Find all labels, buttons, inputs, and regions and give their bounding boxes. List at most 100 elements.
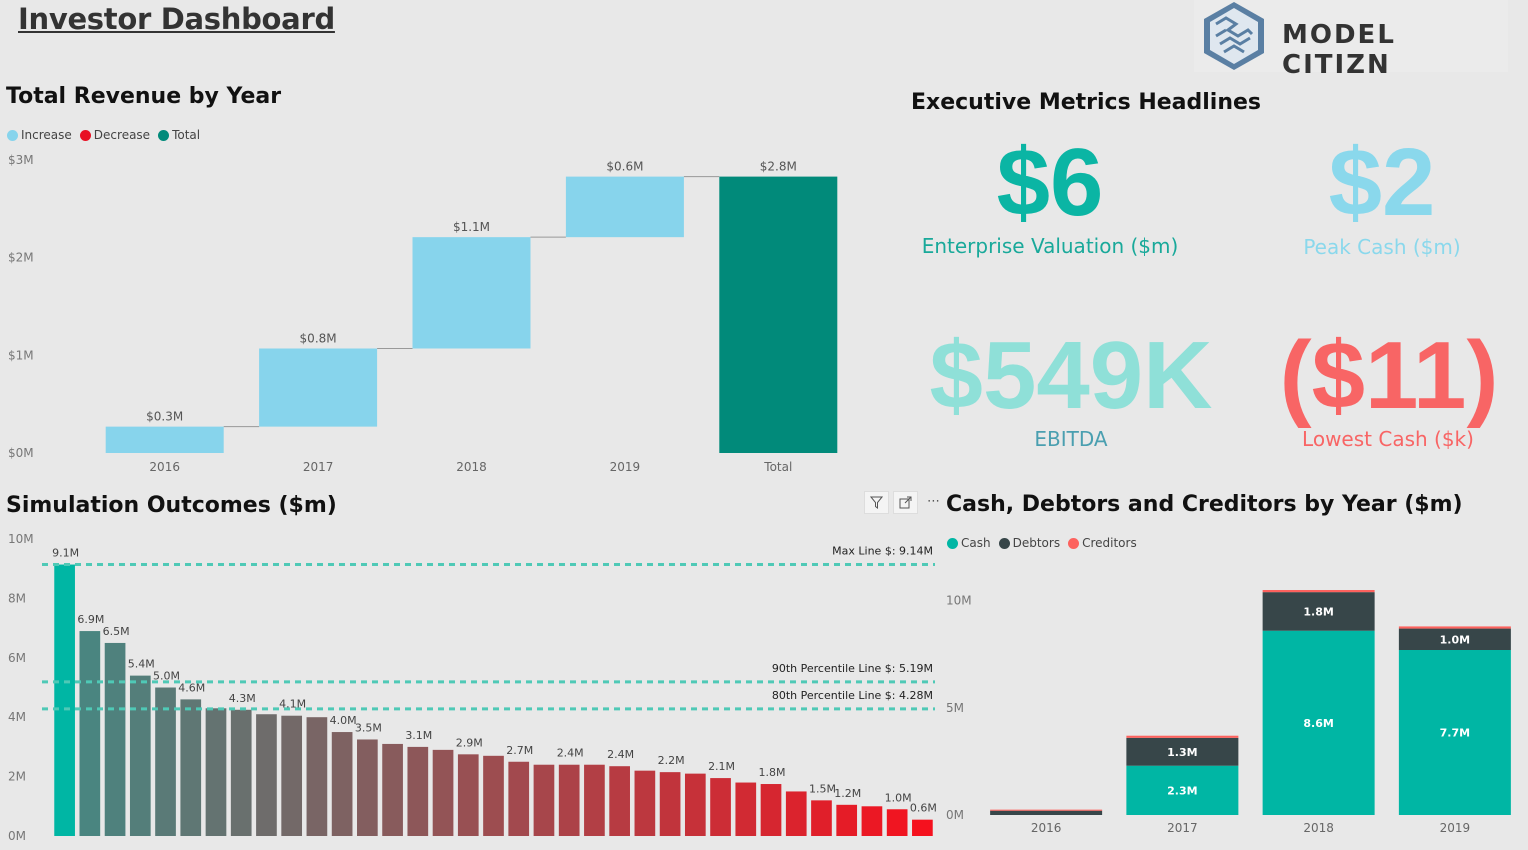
legend-increase-swatch — [7, 129, 18, 141]
simulation-bar — [785, 791, 807, 836]
data-label: 4.1M — [279, 698, 306, 711]
focus-mode-icon[interactable] — [893, 491, 918, 514]
stacked-bar-debtors — [1398, 628, 1511, 650]
simulation-bar — [634, 770, 656, 836]
y-tick-label: 0M — [8, 829, 26, 843]
y-tick-label: 6M — [8, 651, 26, 665]
simulation-bar — [609, 766, 630, 836]
simulation-bar — [104, 642, 126, 836]
simulation-bar — [180, 699, 202, 836]
data-label: 1.3M — [1167, 746, 1197, 759]
legend-cash[interactable]: Cash — [947, 536, 991, 550]
reference-line-label: 90th Percentile Line $: 5.19M — [772, 662, 933, 675]
legend-total[interactable]: Total — [158, 128, 200, 142]
ebitda-value: $549K — [929, 322, 1213, 429]
legend-increase-label: Increase — [21, 128, 72, 142]
revenue-chart-title: Total Revenue by Year — [6, 84, 282, 109]
data-label: 8.6M — [1303, 717, 1333, 730]
reference-line-label: 80th Percentile Line $: 4.28M — [772, 689, 933, 702]
x-tick-label: 2018 — [456, 460, 487, 474]
cash-debtors-creditors-chart: 0M 5M 10M 2016 2.3M 1.3M 2017 8.6M 1.8M 2018 7.7M 1… — [946, 590, 1511, 835]
waterfall-bar — [105, 426, 224, 453]
filter-icon[interactable] — [864, 491, 889, 514]
filter-icon-glyph — [870, 496, 883, 509]
y-tick-label: 4M — [8, 710, 26, 724]
stacked-bar-creditors — [1126, 735, 1239, 738]
ebitda-label: EBITDA — [1034, 427, 1108, 451]
simulation-bar — [710, 778, 731, 836]
simulation-bar — [684, 773, 706, 836]
stacked-bar-debtors — [1126, 737, 1239, 766]
page-title: Investor Dashboard — [18, 2, 335, 36]
y-tick-label: 10M — [8, 532, 34, 546]
legend-creditors-swatch — [1068, 537, 1080, 549]
data-label: 1.0M — [885, 791, 912, 804]
simulation-bar — [659, 772, 681, 836]
waterfall-bar — [565, 176, 684, 238]
simulation-bar — [836, 804, 858, 836]
legend-decrease-swatch — [79, 129, 91, 141]
y-tick-label: 2M — [8, 770, 26, 784]
simulation-bar — [230, 709, 252, 836]
legend-creditors[interactable]: Creditors — [1068, 536, 1137, 550]
brand-name: MODEL CITIZN — [1282, 20, 1396, 80]
y-tick-label: $3M — [8, 153, 34, 167]
stacked-bar-debtors — [990, 810, 1103, 815]
legend-cash-swatch — [947, 537, 958, 549]
data-label: 7.7M — [1440, 727, 1470, 740]
brand-logo: MODEL CITIZN — [1194, 0, 1508, 80]
legend-total-swatch — [158, 129, 170, 141]
simulation-bar — [483, 755, 504, 836]
stacked-bar-cash — [1126, 765, 1239, 815]
simulation-bar — [432, 749, 454, 836]
data-label: 1.2M — [834, 787, 861, 800]
data-label: 3.1M — [405, 729, 432, 742]
simulation-bar — [281, 715, 303, 836]
x-tick-label: Total — [763, 460, 792, 474]
data-label: 4.3M — [229, 692, 256, 705]
enterprise-valuation-label: Enterprise Valuation ($m) — [921, 234, 1179, 258]
data-label: 2.1M — [708, 760, 735, 773]
revenue-waterfall-chart: $0M $1M $2M $3M $0.3M 2016 $0.8M 2017 $1.1M 2018 $… — [8, 153, 838, 474]
simulation-bar — [129, 675, 151, 836]
simulation-bar — [331, 732, 353, 836]
data-label: 2.3M — [1167, 784, 1197, 797]
x-tick-label: 2019 — [610, 460, 641, 474]
x-tick-label: 2017 — [1167, 821, 1198, 835]
stacked-bar-creditors — [1262, 590, 1375, 593]
legend-debtors[interactable]: Debtors — [998, 536, 1060, 550]
data-label: $1.1M — [453, 220, 490, 234]
simulation-bar — [735, 782, 757, 836]
legend-debtors-swatch — [998, 537, 1010, 549]
legend-decrease[interactable]: Decrease — [79, 128, 150, 142]
simulation-bar — [811, 800, 832, 836]
simulation-bar — [533, 764, 555, 836]
simulation-bar — [886, 809, 908, 836]
simulation-chart-title: Simulation Outcomes ($m) — [6, 493, 337, 518]
y-tick-label: $1M — [8, 348, 34, 362]
legend-increase[interactable]: Increase — [7, 128, 72, 142]
data-label: 1.8M — [759, 766, 786, 779]
simulation-bar — [760, 784, 782, 836]
data-label: 0.6M — [910, 802, 937, 815]
y-tick-label: 5M — [946, 701, 964, 715]
waterfall-bar — [259, 348, 378, 427]
y-tick-label: $0M — [8, 446, 34, 460]
simulation-bar — [256, 714, 277, 836]
x-tick-label: 2019 — [1440, 821, 1471, 835]
stacked-bar-cash — [1398, 650, 1511, 815]
data-label: 5.4M — [128, 658, 155, 671]
simulation-bar — [584, 764, 605, 836]
more-options-icon[interactable]: ⋯ — [927, 494, 940, 509]
data-label: 4.0M — [330, 714, 357, 727]
simulation-bar — [155, 687, 176, 836]
y-tick-label: 0M — [946, 808, 964, 822]
data-label: 6.5M — [103, 625, 130, 638]
data-label: $0.3M — [146, 410, 183, 424]
data-label: 9.1M — [52, 547, 79, 560]
y-tick-label: 8M — [8, 591, 26, 605]
peak-cash-value: $2 — [1328, 129, 1436, 236]
data-label: 2.4M — [607, 748, 634, 761]
cash-chart-title: Cash, Debtors and Creditors by Year ($m) — [946, 492, 1463, 517]
legend-creditors-label: Creditors — [1082, 536, 1137, 550]
